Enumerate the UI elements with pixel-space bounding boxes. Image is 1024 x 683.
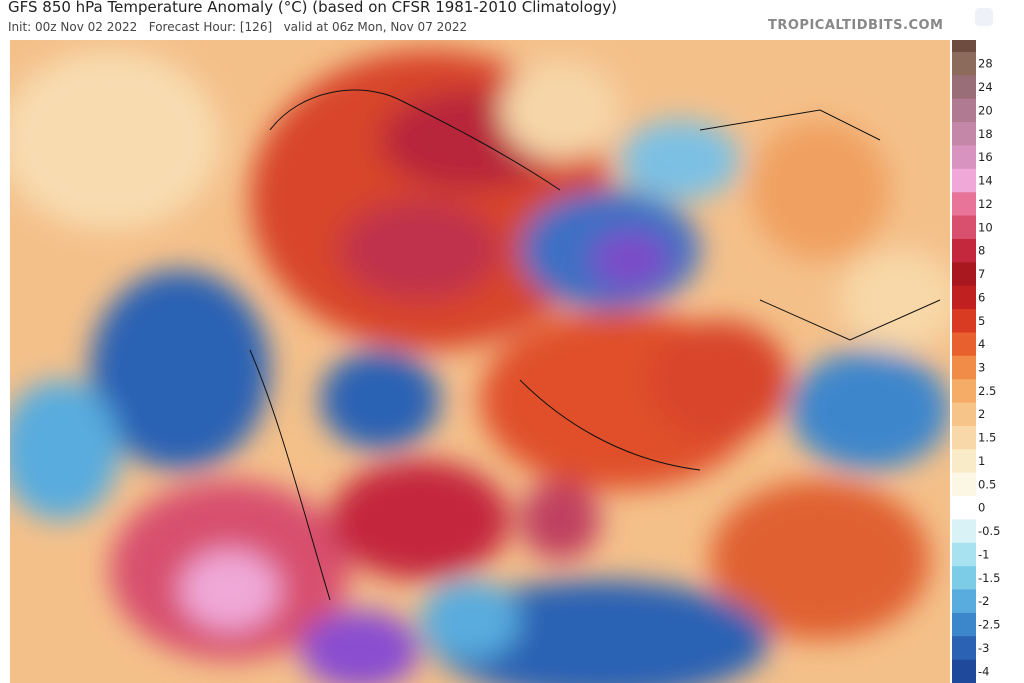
colorbar-label: 6: [978, 290, 985, 304]
colorbar-swatch: [952, 425, 976, 450]
watermark: TROPICALTIDBITS.COM: [768, 18, 944, 33]
colorbar-swatch: [952, 168, 976, 193]
colorbar-swatch: [952, 519, 976, 544]
colorbar-swatch: [952, 285, 976, 310]
colorbar-swatch: [952, 192, 976, 217]
colorbar-swatch: [952, 332, 976, 357]
colorbar-label: -1.5: [978, 571, 1000, 585]
colorbar-swatch: [952, 542, 976, 567]
colorbar-swatch: [952, 355, 976, 380]
colorbar-swatch: [952, 612, 976, 637]
icon[interactable]: [975, 8, 993, 26]
colorbar-label: 10: [978, 220, 993, 234]
colorbar-swatch: [952, 566, 976, 591]
colorbar-swatch: [952, 636, 976, 661]
colorbar-swatch: [952, 496, 976, 520]
colorbar-label: 1: [978, 454, 985, 468]
colorbar-label: 2.5: [978, 384, 996, 398]
colorbar-label: 14: [978, 174, 993, 188]
colorbar-label: 18: [978, 127, 993, 141]
colorbar-swatch: [952, 402, 976, 427]
colorbar-swatch: [952, 215, 976, 240]
colorbar-swatch: [952, 52, 976, 76]
colorbar-cap: [952, 40, 976, 52]
colorbar-swatch: [952, 75, 976, 100]
colorbar-label: 20: [978, 103, 993, 117]
colorbar-swatch: [952, 122, 976, 146]
colorbar-label: -0.5: [978, 524, 1000, 538]
colorbar-label: 2: [978, 407, 985, 421]
colorbar-swatch: [952, 379, 976, 404]
colorbar-label: 7: [978, 267, 985, 281]
colorbar-label: 4: [978, 337, 985, 351]
colorbar-label: 16: [978, 150, 993, 164]
colorbar-label: 24: [978, 80, 993, 94]
colorbar-label: 5: [978, 314, 985, 328]
colorbar-swatch: [952, 145, 976, 170]
colorbar-label: 3: [978, 361, 985, 375]
colorbar-swatch: [952, 262, 976, 287]
colorbar-label: 28: [978, 57, 993, 71]
colorbar-label: 12: [978, 197, 993, 211]
colorbar-label: 0.5: [978, 477, 996, 491]
colorbar-label: -3: [978, 641, 989, 655]
colorbar: 28 24 20 18 16 14 12 10 8 7 6 5 4 3 2.5 2 1.5 1 0.5 0 -0.5 -1…: [952, 40, 1000, 683]
colorbar-label: -1: [978, 547, 989, 561]
colorbar-swatch: [952, 309, 976, 333]
colorbar-label: 8: [978, 244, 985, 258]
colorbar-label: -2: [978, 594, 989, 608]
colorbar-label: -2.5: [978, 618, 1000, 632]
colorbar-swatch: [952, 238, 976, 263]
colorbar-swatch: [952, 659, 976, 683]
colorbar-label: -4: [978, 664, 989, 678]
colorbar-label: 1.5: [978, 431, 996, 445]
colorbar-label: 0: [978, 501, 985, 515]
map-title: GFS 850 hPa Temperature Anomaly (°C) (ba…: [8, 0, 618, 16]
colorbar-swatch: [952, 449, 976, 474]
colorbar-swatch: [952, 98, 976, 123]
colorbar-swatch: [952, 589, 976, 614]
map-subtitle: Init: 00z Nov 02 2022 Forecast Hour: [12…: [8, 20, 468, 34]
anomaly-field: [10, 40, 950, 683]
colorbar-swatch: [952, 472, 976, 497]
